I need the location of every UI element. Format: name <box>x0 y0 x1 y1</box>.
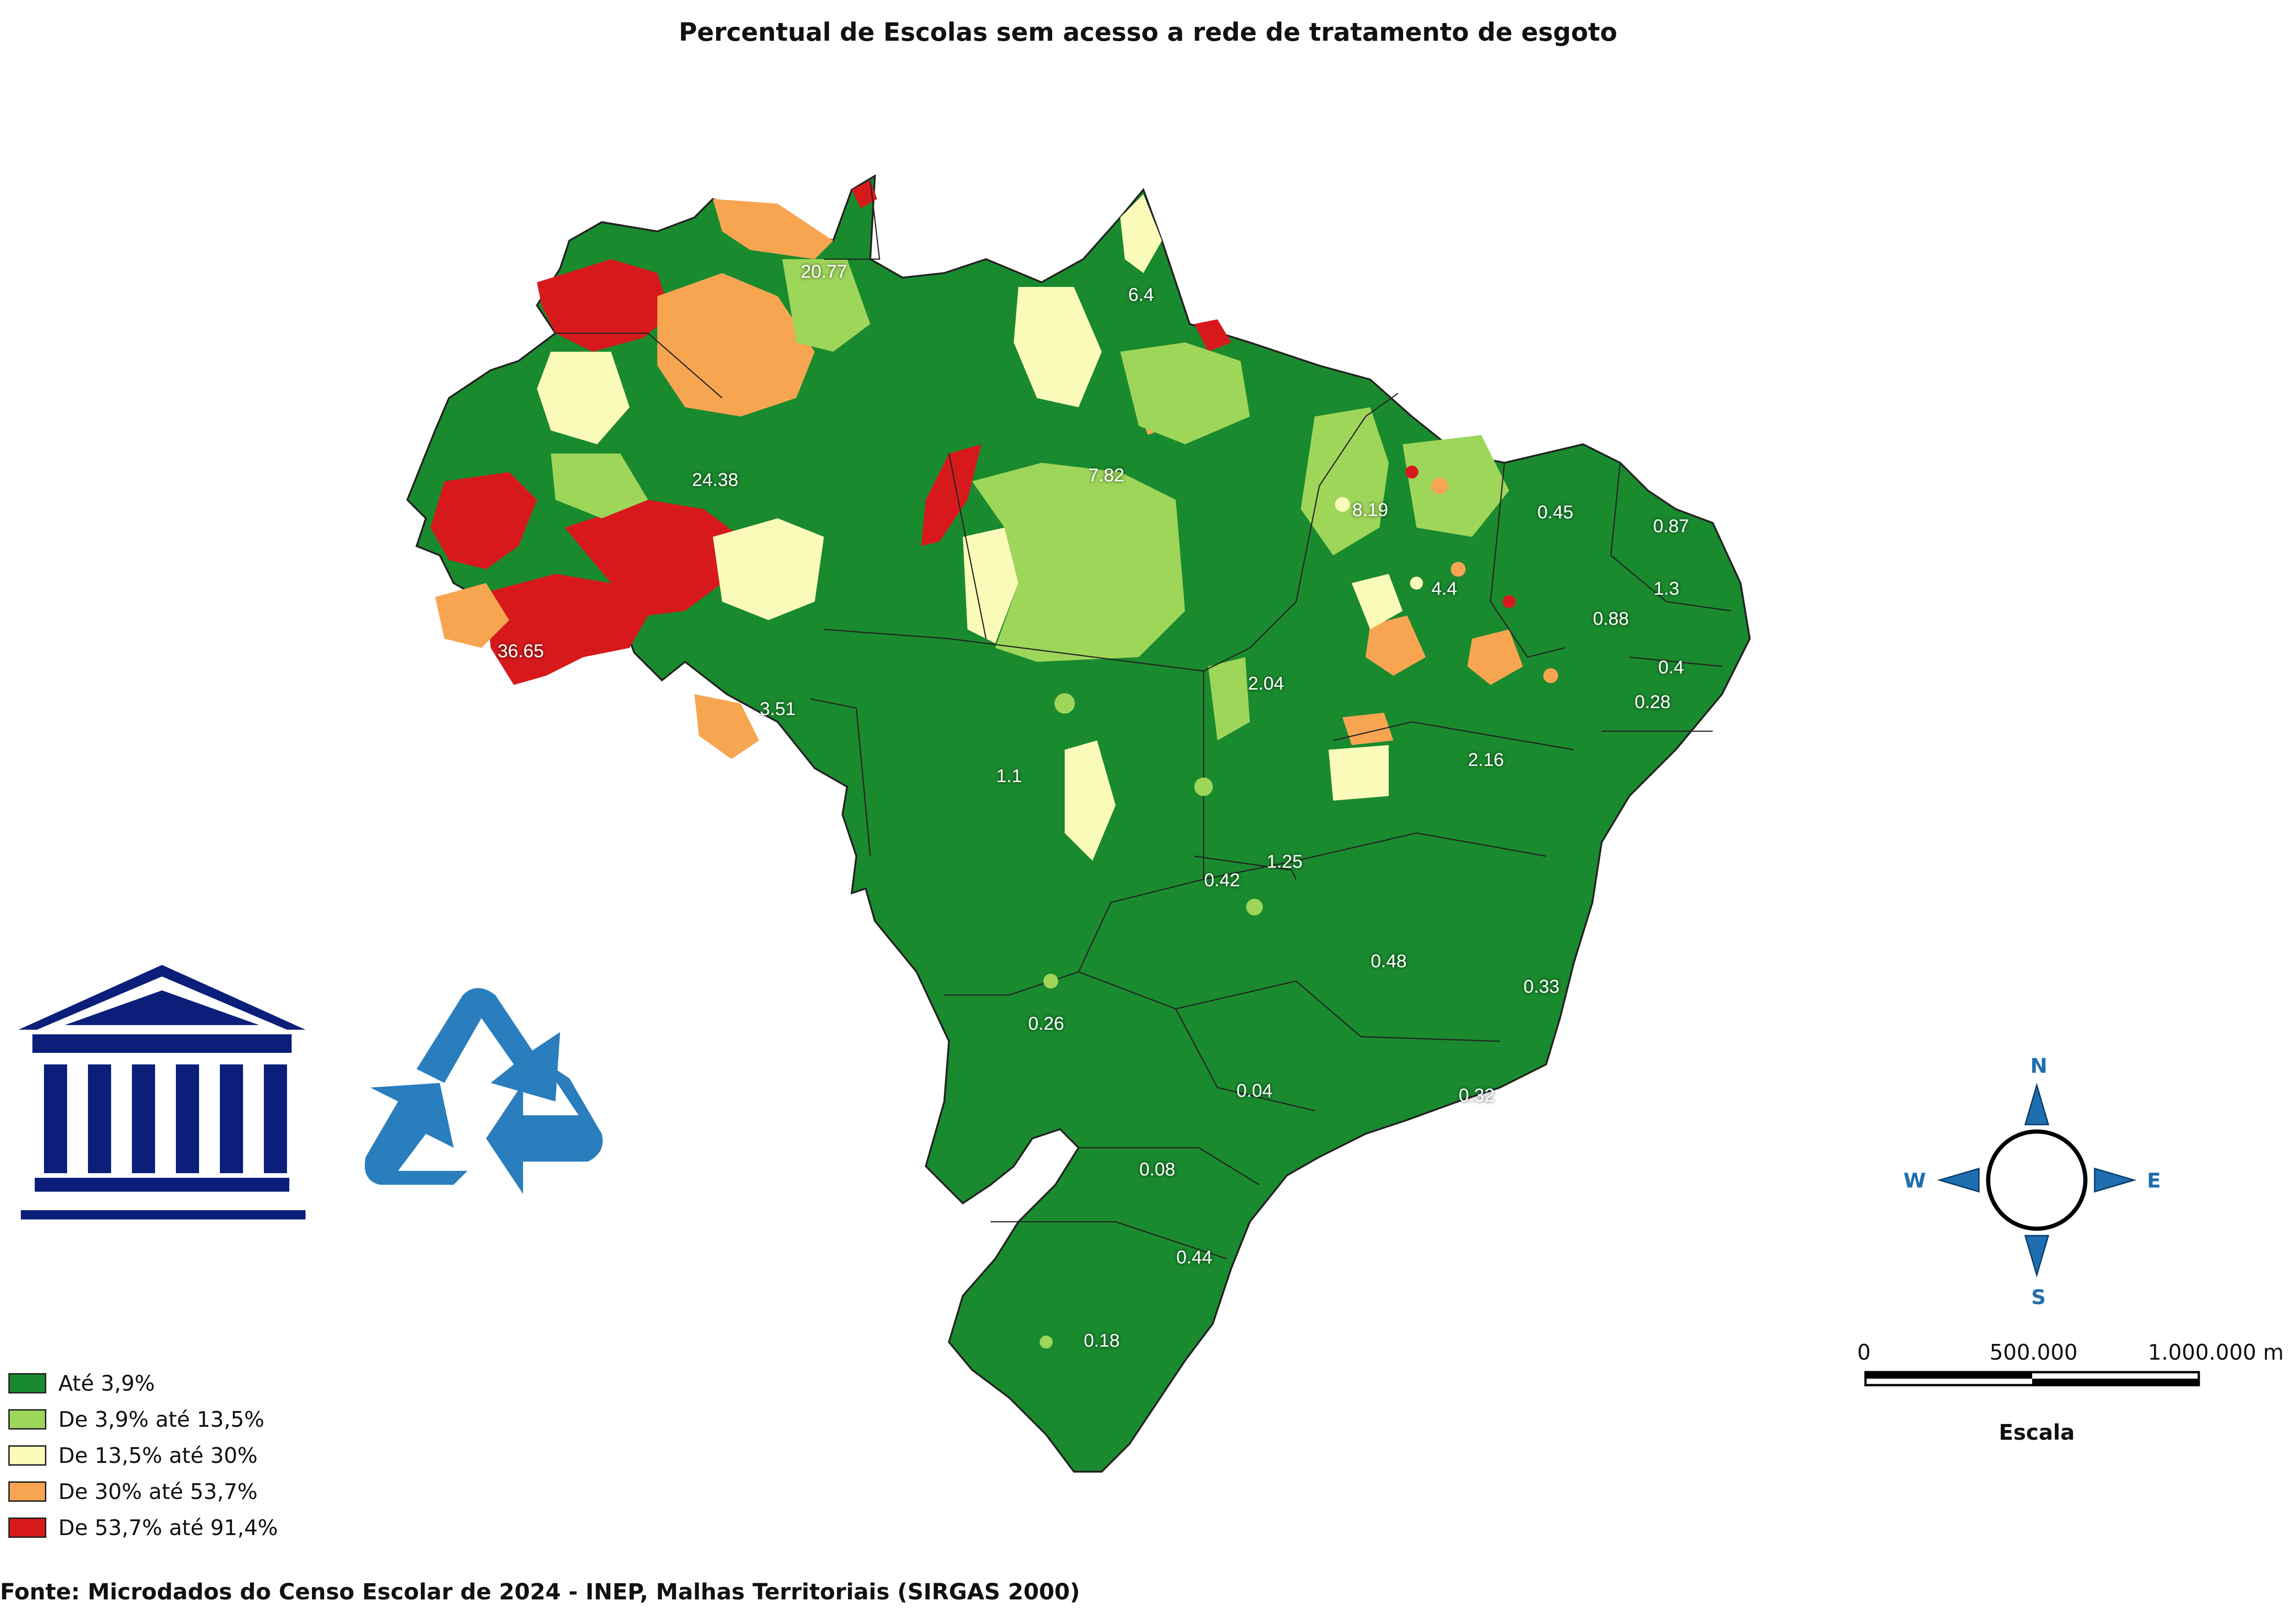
label-minas-gerais: 0.48 <box>1371 951 1407 971</box>
label-espirito-santo: 0.33 <box>1523 976 1560 997</box>
legend-label: De 53,7% até 91,4% <box>58 1515 278 1540</box>
compass-west-label: W <box>1903 1169 1926 1193</box>
label-rio-grande-do-norte: 0.87 <box>1653 516 1689 536</box>
map-title: Percentual de Escolas sem acesso a rede … <box>679 18 1617 47</box>
region-lightgreen-pi <box>1301 407 1389 555</box>
label-sao-paulo: 0.04 <box>1236 1081 1273 1101</box>
label-paraiba: 1.3 <box>1653 578 1679 599</box>
legend-swatch <box>8 1445 46 1466</box>
region-lightgreen-pa-central <box>972 463 1185 662</box>
legend-label: De 30% até 53,7% <box>58 1479 258 1504</box>
region-lightgreen-to <box>1208 657 1250 740</box>
scale-mid-label: 500.000 <box>1990 1340 2078 1365</box>
northeast-spots <box>1040 466 1558 1349</box>
label-rondonia: 3.51 <box>760 699 796 719</box>
state-boundaries <box>555 180 1732 1260</box>
legend-label: De 13,5% até 30% <box>58 1443 258 1468</box>
region-yellow-ma <box>1352 574 1403 629</box>
label-rio-grande-do-sul: 0.18 <box>1084 1331 1120 1351</box>
region-red-south-am <box>486 574 648 685</box>
label-roraima: 20.77 <box>801 261 847 282</box>
scale-end-label: 1.000.000 m <box>2148 1340 2284 1365</box>
region-lightgreen-rr <box>782 259 870 352</box>
label-rio-de-janeiro: 0.32 <box>1459 1085 1495 1106</box>
label-mato-grosso: 1.1 <box>996 766 1022 786</box>
label-distrito-federal: 1.25 <box>1267 852 1303 872</box>
compass-south-label: S <box>2031 1286 2046 1309</box>
region-yellow-am-south <box>713 518 824 620</box>
legend-item: De 3,9% até 13,5% <box>8 1401 278 1437</box>
region-yellow-pa-south <box>963 528 1018 643</box>
state-labels: 20.77 6.4 24.38 7.82 8.19 0.45 0.87 4.4 … <box>498 261 1689 1351</box>
label-para: 7.82 <box>1088 465 1124 485</box>
region-red-strip <box>921 444 981 546</box>
legend-swatch <box>8 1517 46 1538</box>
compass-north-label: N <box>2030 1054 2047 1078</box>
legend-label: De 3,9% até 13,5% <box>58 1407 265 1432</box>
region-orange-am-west <box>435 583 509 648</box>
label-amapa: 6.4 <box>1128 285 1154 305</box>
region-lightgreen-ce <box>1403 435 1509 537</box>
label-bahia: 2.16 <box>1468 750 1504 770</box>
label-amazonas: 24.38 <box>692 470 738 490</box>
legend-item: De 53,7% até 91,4% <box>8 1510 278 1546</box>
label-acre: 36.65 <box>498 641 544 661</box>
legend-item: Até 3,9% <box>8 1365 278 1401</box>
label-tocantins: 2.04 <box>1248 673 1284 694</box>
source-note: Fonte: Microdados do Censo Escolar de 20… <box>0 1579 1080 1605</box>
region-yellow-mt <box>1065 740 1116 861</box>
scale-zero-label: 0 <box>1857 1340 1871 1365</box>
region-red-amapa <box>1194 319 1231 352</box>
region-yellow-amapa <box>1120 194 1162 273</box>
region-yellow-pa-west <box>1014 287 1102 407</box>
region-red-acre <box>430 472 537 569</box>
region-red-west <box>537 259 671 352</box>
label-parana: 0.08 <box>1139 1159 1175 1180</box>
region-yellow-am-west <box>537 352 630 444</box>
region-orange-ro <box>694 694 759 759</box>
legend-item: De 30% até 53,7% <box>8 1474 278 1510</box>
region-red-central-am <box>565 500 741 616</box>
label-ceara: 0.45 <box>1537 502 1573 522</box>
label-alagoas: 0.4 <box>1658 657 1684 678</box>
scale-bar <box>1864 1371 2200 1387</box>
label-santa-catarina: 0.44 <box>1176 1247 1212 1268</box>
region-orange-am-north <box>657 273 815 417</box>
legend-swatch <box>8 1481 46 1502</box>
recycle-icon <box>365 988 603 1194</box>
legend-swatch <box>8 1373 46 1393</box>
label-maranhao: 8.19 <box>1352 500 1388 520</box>
label-pernambuco: 0.88 <box>1593 609 1629 629</box>
legend-swatch <box>8 1409 46 1430</box>
region-orange-ba <box>1342 713 1393 745</box>
compass-east-label: E <box>2147 1169 2161 1193</box>
label-piaui: 4.4 <box>1431 578 1457 599</box>
label-sergipe: 0.28 <box>1635 692 1671 712</box>
region-orange-ma <box>1366 616 1426 676</box>
compass-rose <box>1937 1082 2137 1278</box>
region-lightgreen-am <box>551 454 648 518</box>
label-goias: 0.42 <box>1204 870 1240 890</box>
region-orange-pi <box>1467 629 1523 685</box>
region-yellow-ba <box>1329 745 1389 801</box>
institution-icon <box>19 965 306 1219</box>
region-orange-roraima <box>713 199 833 259</box>
region-lightgreen-pa-north <box>1120 342 1250 444</box>
legend-item: De 13,5% até 30% <box>8 1437 278 1474</box>
label-mato-grosso-do-sul: 0.26 <box>1028 1014 1064 1034</box>
legend: Até 3,9% De 3,9% até 13,5% De 13,5% até 30… <box>8 1365 278 1546</box>
legend-label: Até 3,9% <box>58 1371 155 1396</box>
scale-title: Escala <box>1999 1420 2075 1445</box>
